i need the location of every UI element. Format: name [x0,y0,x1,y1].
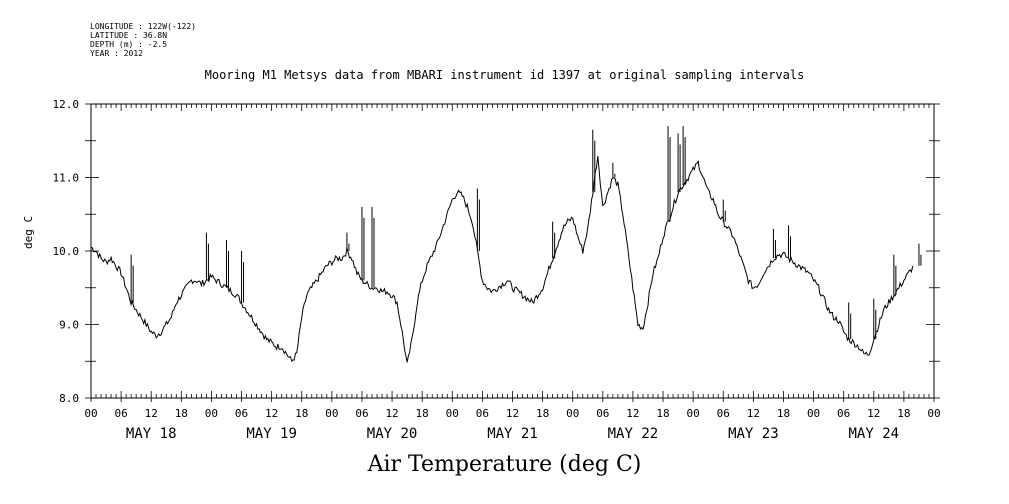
x-tick-label: 06 [476,407,489,420]
x-day-label: MAY 22 [608,426,659,442]
x-tick-label: 06 [717,407,730,420]
x-day-label: MAY 24 [848,426,899,442]
x-tick-label: 00 [205,407,218,420]
x-day-label: MAY 23 [728,426,779,442]
y-tick-label: 8.0 [59,392,79,405]
x-tick-label: 12 [265,407,278,420]
x-tick-label: 12 [747,407,760,420]
y-tick-label: 12.0 [53,98,80,111]
header-depth: DEPTH (m) : -2.5 [90,40,168,49]
x-day-label: MAY 20 [367,426,418,442]
x-tick-label: 12 [867,407,880,420]
y-tick-label: 11.0 [53,172,80,185]
x-tick-label: 18 [897,407,910,420]
chart-title: Mooring M1 Metsys data from MBARI instru… [204,68,805,82]
x-tick-label: 00 [325,407,338,420]
bottom-title: Air Temperature (deg C) [367,452,642,477]
x-tick-label: 00 [566,407,579,420]
x-tick-label: 18 [777,407,790,420]
header-latitude: LATITUDE : 36.8N [90,31,168,40]
x-tick-label: 12 [385,407,398,420]
x-tick-label: 12 [506,407,519,420]
y-tick-label: 10.0 [53,245,80,258]
x-tick-label: 18 [656,407,669,420]
temperature-series-line [90,156,914,363]
x-day-label: MAY 21 [487,426,538,442]
header-year: YEAR : 2012 [90,49,143,58]
x-tick-label: 06 [235,407,248,420]
x-tick-label: 00 [807,407,820,420]
y-tick-label: 9.0 [59,319,79,332]
x-tick-label: 18 [416,407,429,420]
x-tick-label: 00 [927,407,940,420]
header-longitude: LONGITUDE : 122W(-122) [90,22,196,31]
x-tick-label: 00 [84,407,97,420]
plot-frame [90,103,935,399]
x-tick-label: 18 [175,407,188,420]
x-tick-label: 12 [145,407,158,420]
x-tick-label: 06 [355,407,368,420]
x-day-label: MAY 19 [246,426,297,442]
x-tick-label: 12 [626,407,639,420]
x-tick-label: 00 [446,407,459,420]
x-day-label: MAY 18 [126,426,177,442]
x-tick-label: 18 [295,407,308,420]
x-tick-label: 06 [596,407,609,420]
x-tick-label: 06 [837,407,850,420]
x-tick-label: 18 [536,407,549,420]
x-tick-label: 06 [114,407,127,420]
x-tick-label: 00 [687,407,700,420]
